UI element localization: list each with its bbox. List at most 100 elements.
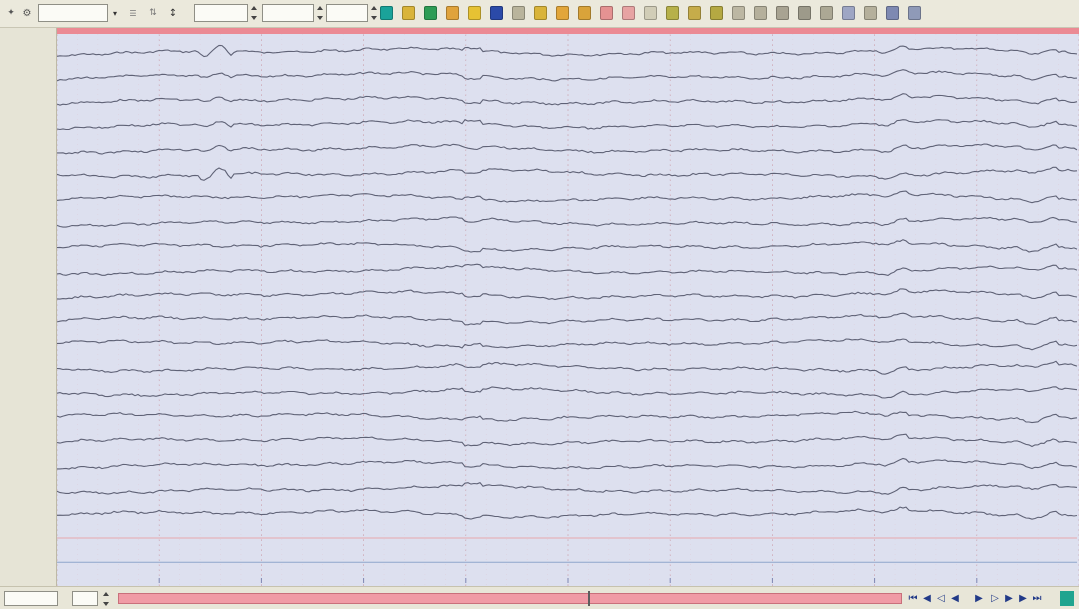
low-filter-stepper[interactable] [316,5,324,21]
channel-label[interactable] [6,289,54,301]
pen-icon[interactable] [710,6,723,20]
bars-icon[interactable] [512,6,525,20]
camera-icon[interactable] [578,6,591,20]
high-filter-field[interactable] [326,4,368,22]
channel-label[interactable] [6,338,54,350]
channel-label[interactable] [6,240,54,252]
top-toolbar: ✦ ⚙ ▾ ☰ ⇅ ↕ [0,0,1079,28]
grid-icon[interactable] [402,6,415,20]
montage-dropdown-icon[interactable]: ▾ [112,8,117,18]
bottom-navigation-bar: ⏮ ◀ ◁ ◀ ▶ ▷ ▶ ▶ ⏭ [0,586,1079,609]
channel-trace [57,457,1078,470]
filter-icon[interactable] [556,6,569,20]
channel-trace [57,143,1078,155]
time-ruler [57,28,1079,34]
export-icon[interactable] [886,6,899,20]
channel-label[interactable] [6,313,54,325]
search-icon[interactable] [776,6,789,20]
channel-label[interactable] [6,362,54,374]
page-length-field[interactable] [72,591,98,606]
folder-icon[interactable] [446,6,459,20]
channel-trace [57,410,1078,424]
print-icon[interactable] [600,6,613,20]
channel-trace [57,312,1078,326]
sensitivity-stepper[interactable] [250,5,258,21]
channel-label[interactable] [6,435,54,447]
settings-icon[interactable]: ⚙ [22,7,32,19]
columns-icon[interactable] [490,6,503,20]
measure-icon[interactable] [644,6,657,20]
channel-label[interactable] [6,265,54,277]
amplitude-icon[interactable]: ↕ [168,7,178,19]
page-length-stepper[interactable] [102,591,110,607]
channel-label[interactable] [6,483,54,495]
channel-trace [57,360,1078,375]
montage-select[interactable] [38,4,108,22]
zoom-icon[interactable] [754,6,767,20]
channel-label[interactable] [6,508,54,520]
waveform-canvas [57,34,1079,586]
channel-trace [57,93,1078,106]
last-page-icon[interactable]: ⏭ [1032,593,1042,604]
first-page-icon[interactable]: ⏮ [908,593,918,604]
event-icon[interactable] [534,6,547,20]
montage-edit-icon[interactable]: ☰ [129,8,137,18]
channel-label-column [0,28,57,586]
low-filter-field[interactable] [262,4,314,22]
next-page-icon[interactable]: ▶ [1005,593,1013,604]
prev-section-icon[interactable]: ◀ [923,593,931,604]
channel-label[interactable] [6,411,54,423]
channel-label[interactable] [6,216,54,228]
channel-trace [57,216,1078,228]
list-icon[interactable] [424,6,437,20]
channel-label[interactable] [6,532,54,544]
pin-icon[interactable]: ✦ [7,8,15,18]
channel-trace [57,239,1078,253]
channel-label[interactable] [6,386,54,398]
marker-icon[interactable] [468,6,481,20]
channel-label[interactable] [6,459,54,471]
channel-trace [57,506,1078,520]
channel-label[interactable] [6,143,54,155]
step-back-icon[interactable]: ◀ [951,593,959,604]
channel-label[interactable] [6,168,54,180]
display-mode-icon[interactable] [380,6,393,20]
channel-label[interactable] [6,192,54,204]
page-time-field[interactable] [4,591,58,606]
minus-icon[interactable] [864,6,877,20]
step-forward-icon[interactable]: ▷ [991,593,999,604]
channel-trace [57,386,1078,399]
play-icon[interactable]: ▶ [975,593,983,604]
channel-trace [57,44,1078,58]
sensitivity-field[interactable] [194,4,248,22]
chart-icon[interactable] [842,6,855,20]
channel-trace [57,482,1078,495]
arrow-icon[interactable] [732,6,745,20]
eeg-trace-area[interactable] [57,28,1079,586]
prev-page-icon[interactable]: ◁ [937,593,945,604]
channel-trace [57,338,1078,351]
pencil-icon[interactable] [666,6,679,20]
high-filter-stepper[interactable] [370,5,378,21]
channel-trace [57,433,1078,448]
image-icon[interactable] [908,6,921,20]
recording-timeline-scrollbar[interactable] [118,591,902,606]
copy-icon[interactable] [622,6,635,20]
sort-icon[interactable]: ⇅ [149,8,157,18]
channel-label[interactable] [6,119,54,131]
channel-label[interactable] [6,46,54,58]
table-icon[interactable] [820,6,833,20]
channel-trace [57,69,1078,82]
go-end-button[interactable] [1060,591,1074,606]
channel-label[interactable] [6,70,54,82]
timeline-position-marker[interactable] [588,591,591,606]
channel-trace [57,263,1078,276]
channel-trace [57,190,1078,204]
cursor-icon[interactable] [688,6,701,20]
channel-label[interactable] [6,556,54,568]
next-section-icon[interactable]: ▶ [1019,593,1027,604]
channel-trace [57,119,1078,131]
channel-label[interactable] [6,95,54,107]
frame-icon[interactable] [798,6,811,20]
